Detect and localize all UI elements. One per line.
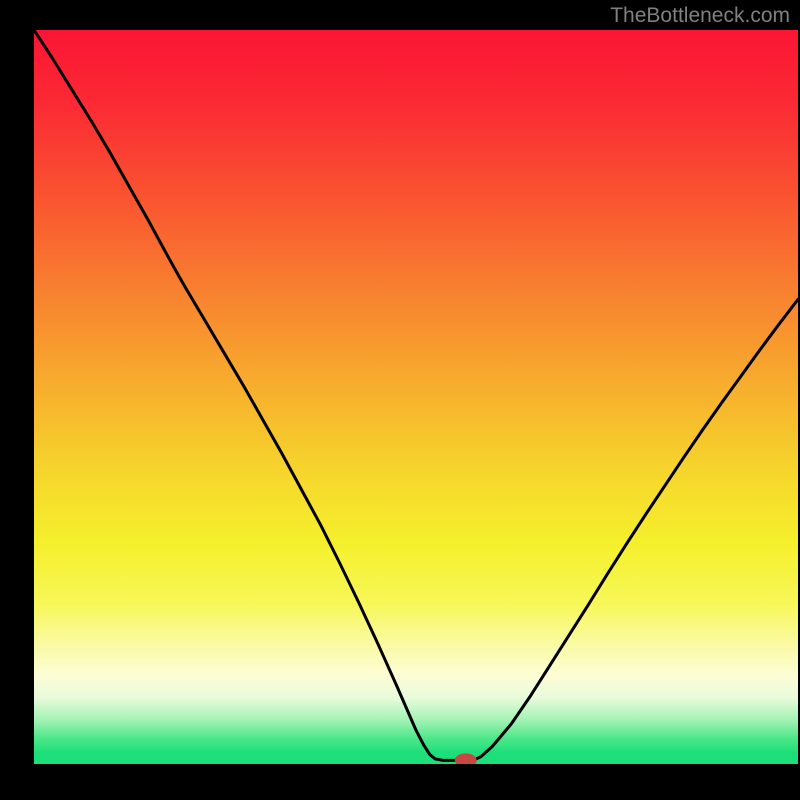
- watermark-text: TheBottleneck.com: [610, 4, 790, 28]
- chart-container: TheBottleneck.com: [0, 0, 800, 800]
- plot-background: [34, 30, 798, 764]
- frame-bottom: [0, 764, 800, 800]
- bottleneck-chart: [0, 0, 800, 800]
- frame-left: [0, 0, 34, 800]
